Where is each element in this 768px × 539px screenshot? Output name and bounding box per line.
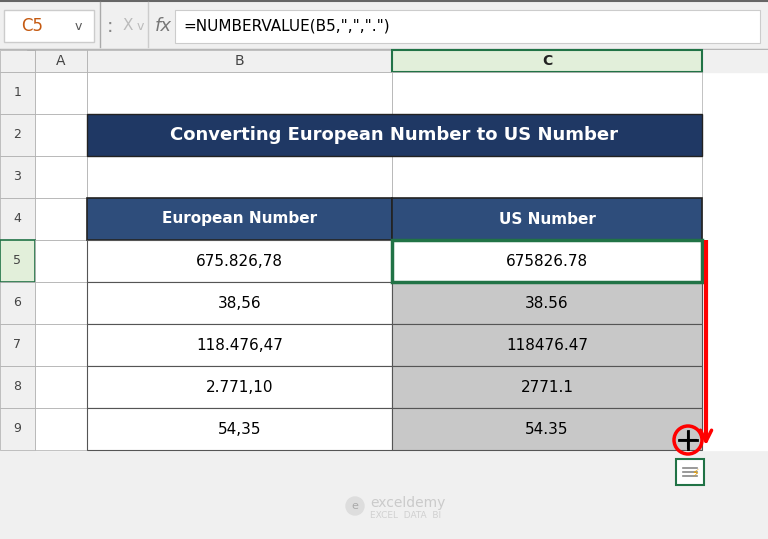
- Bar: [87, 408, 392, 450]
- Bar: [0, 114, 35, 156]
- Text: EXCEL  DATA  BI: EXCEL DATA BI: [370, 510, 441, 520]
- Text: 38,56: 38,56: [217, 295, 261, 310]
- Bar: [35, 114, 87, 156]
- Bar: [0, 50, 768, 72]
- Bar: [392, 198, 702, 240]
- Bar: [4, 10, 94, 42]
- Text: 38.56: 38.56: [525, 295, 569, 310]
- Bar: [392, 324, 702, 366]
- Text: e: e: [352, 501, 359, 511]
- Bar: [676, 459, 704, 485]
- Bar: [392, 282, 702, 324]
- Bar: [392, 240, 702, 282]
- Text: 2771.1: 2771.1: [521, 379, 574, 395]
- Bar: [0, 198, 35, 240]
- Text: A: A: [56, 54, 66, 68]
- Bar: [0, 366, 35, 408]
- Text: v: v: [136, 19, 144, 32]
- Bar: [0, 72, 35, 114]
- Text: ⚡: ⚡: [691, 469, 699, 479]
- Bar: [35, 72, 768, 450]
- Text: 118476.47: 118476.47: [506, 337, 588, 353]
- Bar: [87, 324, 392, 366]
- Text: 3: 3: [14, 170, 22, 183]
- Text: C: C: [542, 54, 552, 68]
- Bar: [392, 72, 702, 114]
- Text: :: :: [107, 17, 113, 36]
- Text: 8: 8: [14, 381, 22, 393]
- Bar: [392, 50, 702, 72]
- Bar: [175, 10, 760, 43]
- Bar: [392, 282, 702, 324]
- Bar: [87, 366, 392, 408]
- Bar: [87, 282, 392, 324]
- Text: v: v: [74, 19, 81, 32]
- Bar: [35, 324, 87, 366]
- Text: B: B: [235, 54, 244, 68]
- Text: 675.826,78: 675.826,78: [196, 253, 283, 268]
- Text: fx: fx: [154, 17, 171, 35]
- Bar: [35, 198, 87, 240]
- Bar: [87, 156, 392, 198]
- Bar: [87, 324, 392, 366]
- Text: 4: 4: [14, 212, 22, 225]
- Bar: [0, 240, 35, 282]
- Bar: [87, 114, 702, 156]
- Bar: [35, 72, 87, 114]
- Bar: [392, 366, 702, 408]
- Bar: [87, 366, 392, 408]
- Text: 675826.78: 675826.78: [506, 253, 588, 268]
- Text: 7: 7: [14, 338, 22, 351]
- Bar: [0, 282, 35, 324]
- Bar: [35, 366, 87, 408]
- Bar: [35, 156, 87, 198]
- Bar: [392, 324, 702, 366]
- Text: C5: C5: [21, 17, 43, 35]
- Bar: [87, 198, 392, 240]
- Text: =NUMBERVALUE(B5,",","."): =NUMBERVALUE(B5,",","."): [183, 18, 389, 33]
- Bar: [35, 50, 87, 72]
- Text: 6: 6: [14, 296, 22, 309]
- Text: 118.476,47: 118.476,47: [196, 337, 283, 353]
- Bar: [87, 198, 392, 240]
- Bar: [392, 408, 702, 450]
- Text: 54.35: 54.35: [525, 421, 569, 437]
- Bar: [392, 366, 702, 408]
- Text: exceldemy: exceldemy: [370, 496, 445, 510]
- Bar: [392, 240, 702, 282]
- Bar: [35, 408, 87, 450]
- Bar: [392, 114, 702, 156]
- Bar: [35, 240, 87, 282]
- Circle shape: [346, 497, 364, 515]
- Bar: [87, 72, 392, 114]
- Bar: [392, 408, 702, 450]
- Text: 9: 9: [14, 423, 22, 436]
- Bar: [87, 240, 392, 282]
- Text: X: X: [123, 17, 134, 32]
- Bar: [0, 0, 768, 49]
- Text: US Number: US Number: [498, 211, 595, 226]
- Bar: [392, 198, 702, 240]
- Bar: [87, 114, 392, 156]
- Text: 1: 1: [14, 86, 22, 100]
- Text: Converting European Number to US Number: Converting European Number to US Number: [170, 126, 618, 144]
- Bar: [392, 156, 702, 198]
- Bar: [0, 156, 35, 198]
- Bar: [87, 282, 392, 324]
- Text: 2: 2: [14, 128, 22, 142]
- Bar: [87, 240, 392, 282]
- Bar: [0, 408, 35, 450]
- Bar: [87, 408, 392, 450]
- Bar: [35, 282, 87, 324]
- Bar: [0, 324, 35, 366]
- Text: 2.771,10: 2.771,10: [206, 379, 273, 395]
- Text: 54,35: 54,35: [218, 421, 261, 437]
- Text: 5: 5: [14, 254, 22, 267]
- Bar: [87, 50, 392, 72]
- Bar: [0, 50, 35, 72]
- Text: European Number: European Number: [162, 211, 317, 226]
- Bar: [392, 240, 702, 282]
